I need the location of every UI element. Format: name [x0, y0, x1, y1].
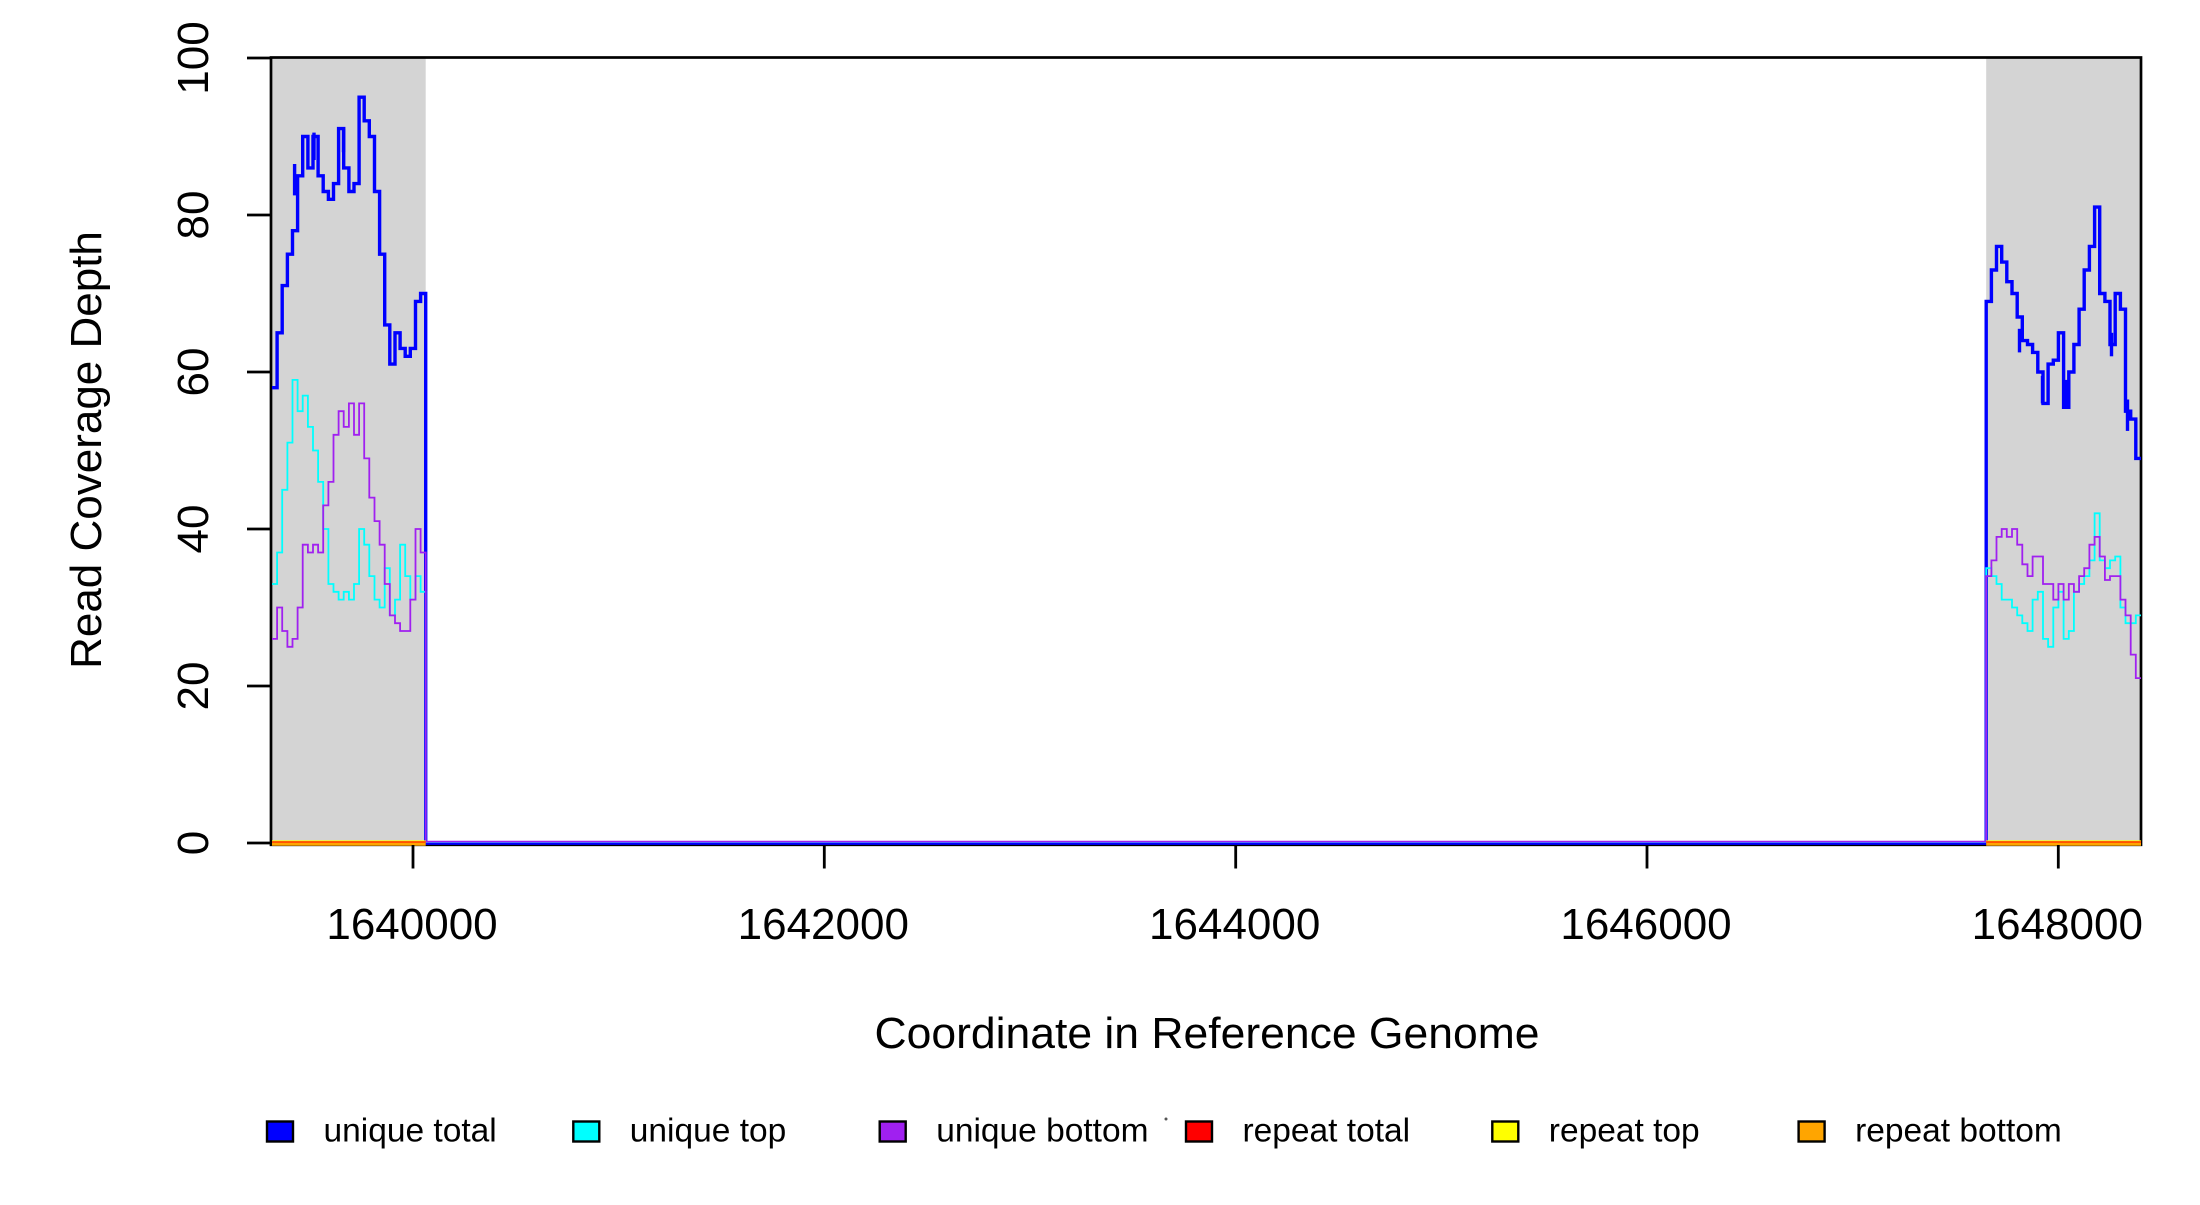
svg-text:repeat bottom: repeat bottom — [1855, 1113, 2062, 1150]
svg-text:1642000: 1642000 — [738, 900, 909, 949]
svg-text:1646000: 1646000 — [1560, 900, 1731, 949]
svg-text:Read Coverage Depth: Read Coverage Depth — [62, 231, 111, 669]
svg-text:1640000: 1640000 — [326, 900, 497, 949]
svg-text:80: 80 — [169, 191, 218, 240]
svg-text:20: 20 — [169, 662, 218, 711]
svg-text:unique total: unique total — [324, 1113, 497, 1150]
svg-text:repeat total: repeat total — [1243, 1113, 1411, 1150]
svg-text:100: 100 — [169, 21, 218, 94]
svg-text:Coordinate in Reference Genome: Coordinate in Reference Genome — [875, 1009, 1540, 1058]
svg-text:60: 60 — [169, 348, 218, 397]
svg-text:unique bottom: unique bottom — [936, 1113, 1148, 1150]
svg-text:1644000: 1644000 — [1149, 900, 1320, 949]
svg-text:1648000: 1648000 — [1972, 900, 2143, 949]
svg-text:40: 40 — [169, 505, 218, 554]
svg-text:repeat top: repeat top — [1549, 1113, 1700, 1150]
svg-text:0: 0 — [169, 831, 218, 855]
svg-text:unique top: unique top — [630, 1113, 786, 1150]
